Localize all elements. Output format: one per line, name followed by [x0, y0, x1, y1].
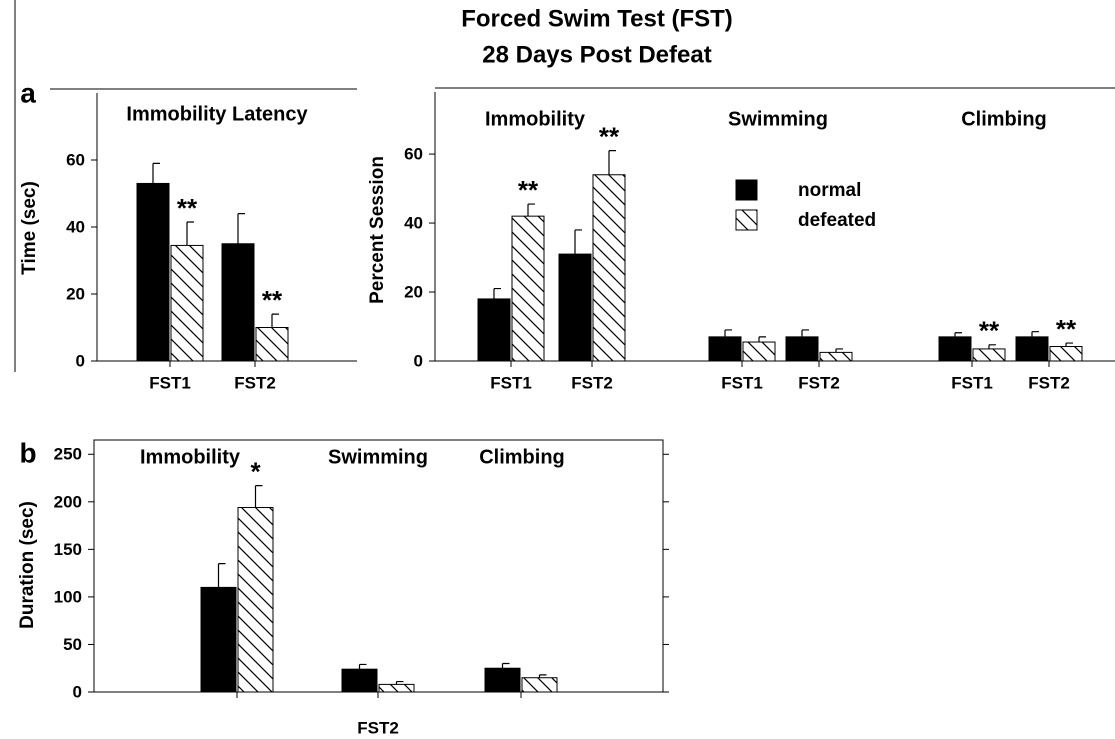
error-bar — [574, 229, 582, 255]
significance-label: ** — [979, 316, 1000, 346]
bar — [511, 215, 545, 362]
y-tick-label: 100 — [54, 587, 82, 606]
error-bar — [493, 287, 501, 299]
error-bar — [152, 162, 160, 184]
group-title: Swimming — [728, 108, 828, 130]
error-bar — [801, 329, 809, 337]
error-bar — [1031, 331, 1039, 337]
legend-label: defeated — [798, 210, 876, 231]
y-tick-label: 0 — [414, 351, 423, 370]
figure-title: Forced Swim Test (FST) — [461, 5, 733, 32]
x-tick-label: FST2 — [798, 373, 840, 392]
bar — [477, 298, 511, 362]
y-tick-label: 50 — [63, 635, 82, 654]
x-tick-label: FST2 — [571, 373, 613, 392]
significance-label: ** — [177, 193, 198, 223]
chart-title: Immobility Latency — [126, 103, 308, 125]
group-title: Immobility — [485, 108, 586, 130]
x-tick-label: FST1 — [951, 373, 993, 392]
significance-label: ** — [599, 122, 620, 152]
bar — [255, 327, 289, 362]
bar — [237, 507, 274, 693]
bar — [378, 683, 415, 693]
error-bar — [608, 150, 616, 175]
error-bar — [217, 563, 226, 588]
bar — [200, 586, 237, 693]
panel-label: a — [20, 77, 36, 108]
x-tick-label: FST2 — [234, 373, 276, 392]
legend-label: normal — [798, 180, 861, 201]
bar — [819, 351, 853, 362]
error-bar — [758, 336, 766, 343]
bar — [708, 336, 742, 362]
y-axis-label: Percent Session — [367, 156, 388, 304]
bar — [1015, 336, 1049, 362]
legend-swatch — [735, 179, 758, 201]
error-bar — [501, 662, 510, 669]
bar — [938, 336, 972, 362]
bar — [484, 667, 521, 693]
plot-frame — [93, 439, 664, 693]
error-bar — [954, 332, 962, 337]
y-tick-label: 200 — [54, 492, 82, 511]
category-label: Climbing — [479, 446, 565, 468]
error-bar — [186, 221, 194, 246]
legend-swatch — [735, 209, 758, 231]
bar — [136, 182, 170, 362]
error-bar — [988, 344, 996, 349]
error-bar — [538, 674, 547, 678]
y-tick-label: 0 — [73, 682, 82, 701]
x-tick-label: FST1 — [149, 373, 191, 392]
error-bar — [237, 213, 245, 244]
category-label: Swimming — [328, 446, 428, 468]
y-axis-label: Duration (sec) — [17, 501, 38, 629]
y-tick-label: 20 — [404, 283, 423, 302]
y-tick-label: 20 — [66, 284, 85, 303]
significance-label: ** — [262, 285, 283, 315]
bar — [1049, 346, 1083, 362]
y-axis-label: Time (sec) — [19, 181, 40, 275]
figure-subtitle: 28 Days Post Defeat — [482, 41, 711, 68]
x-tick-label: FST1 — [490, 373, 532, 392]
bar — [521, 677, 558, 693]
bar — [341, 668, 378, 693]
error-bar — [724, 329, 732, 337]
x-axis-label: FST2 — [357, 718, 399, 737]
significance-label: ** — [518, 175, 539, 205]
x-tick-label: FST2 — [1028, 373, 1070, 392]
significance-label: * — [250, 457, 261, 487]
y-tick-label: 40 — [404, 214, 423, 233]
bar — [972, 348, 1006, 362]
group-title: Climbing — [961, 108, 1047, 130]
y-tick-label: 250 — [54, 445, 82, 464]
error-bar — [527, 203, 535, 217]
bar — [170, 244, 204, 362]
y-tick-label: 60 — [404, 145, 423, 164]
y-tick-label: 40 — [66, 217, 85, 236]
y-tick-label: 150 — [54, 540, 82, 559]
error-bar — [271, 313, 279, 328]
bar — [592, 174, 626, 362]
error-bar — [395, 680, 404, 685]
error-bar — [254, 485, 263, 508]
error-bar — [835, 348, 843, 353]
y-tick-label: 0 — [76, 351, 85, 370]
panel-label: b — [19, 437, 36, 468]
category-label: Immobility — [140, 446, 241, 468]
bar — [221, 243, 255, 362]
error-bar — [358, 663, 367, 670]
bar — [742, 341, 776, 362]
y-tick-label: 60 — [66, 150, 85, 169]
error-bar — [1065, 342, 1073, 347]
bar — [785, 336, 819, 362]
x-tick-label: FST1 — [721, 373, 763, 392]
bar — [558, 253, 592, 362]
significance-label: ** — [1056, 314, 1077, 344]
